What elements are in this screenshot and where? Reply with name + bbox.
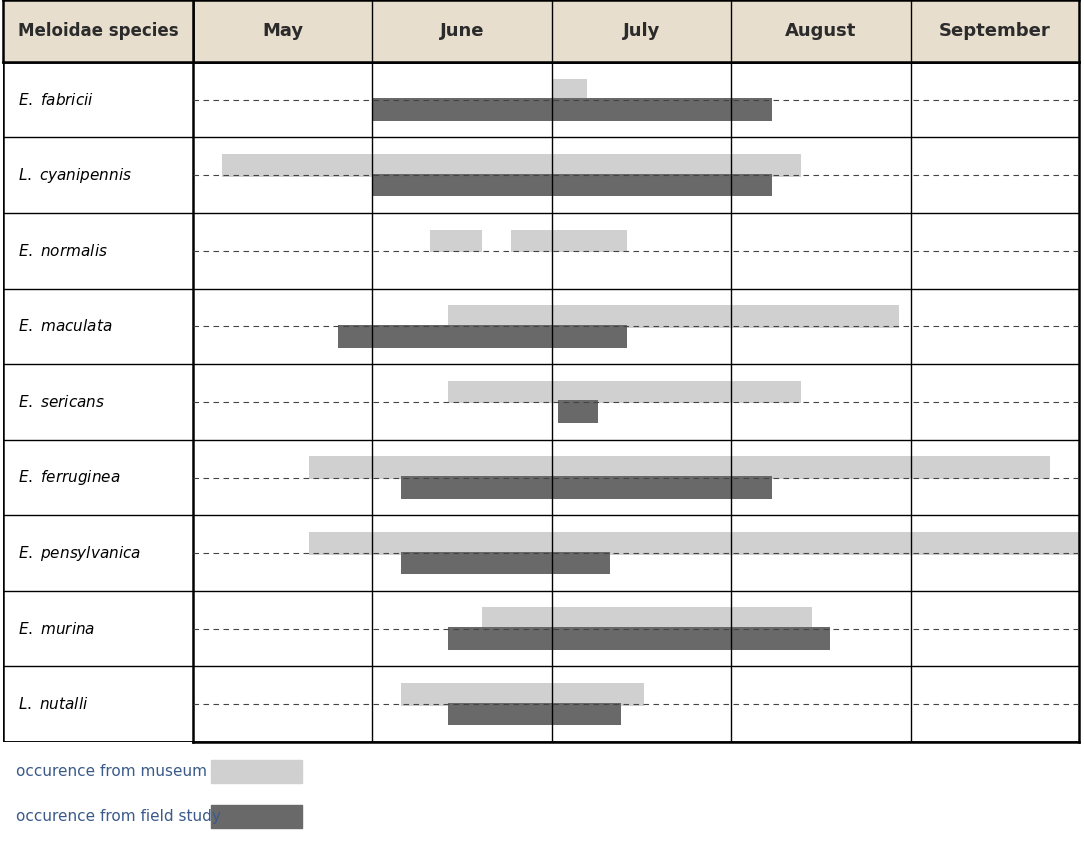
FancyBboxPatch shape: [211, 760, 302, 784]
Bar: [448, 305, 899, 328]
Bar: [557, 400, 598, 423]
Bar: [512, 230, 627, 253]
Bar: [482, 607, 812, 630]
Text: September: September: [939, 22, 1050, 40]
Text: $\it{E.}$ $\it{normalis}$: $\it{E.}$ $\it{normalis}$: [18, 243, 108, 259]
Text: $\it{E.}$ $\it{sericans}$: $\it{E.}$ $\it{sericans}$: [18, 394, 105, 410]
Text: $\it{E.}$ $\it{maculata}$: $\it{E.}$ $\it{maculata}$: [18, 318, 113, 334]
Bar: [222, 154, 801, 176]
Text: May: May: [262, 22, 304, 40]
Bar: [430, 230, 482, 253]
Bar: [448, 703, 621, 725]
Text: $\it{L.}$ $\it{nutalli}$: $\it{L.}$ $\it{nutalli}$: [18, 696, 89, 712]
Text: $\it{E.}$ $\it{fabricii}$: $\it{E.}$ $\it{fabricii}$: [18, 92, 94, 108]
Bar: [309, 532, 1079, 555]
Bar: [401, 476, 772, 499]
Bar: [373, 98, 772, 121]
Text: Meloidae species: Meloidae species: [18, 22, 179, 40]
Text: occurence from museum: occurence from museum: [16, 764, 207, 779]
Text: $\it{E.}$ $\it{murina}$: $\it{E.}$ $\it{murina}$: [18, 621, 95, 637]
Bar: [448, 381, 801, 404]
Text: $\it{E.}$ $\it{ferruginea}$: $\it{E.}$ $\it{ferruginea}$: [18, 468, 121, 487]
FancyBboxPatch shape: [211, 805, 302, 828]
Bar: [373, 174, 772, 197]
Text: June: June: [440, 22, 485, 40]
Bar: [401, 551, 609, 574]
Text: August: August: [785, 22, 856, 40]
Text: $\it{L.}$ $\it{cyanipennis}$: $\it{L.}$ $\it{cyanipennis}$: [18, 165, 132, 185]
Text: $\it{E.}$ $\it{pensylvanica}$: $\it{E.}$ $\it{pensylvanica}$: [18, 544, 142, 562]
Bar: [309, 456, 1049, 479]
Bar: [337, 325, 627, 348]
Text: July: July: [623, 22, 660, 40]
Bar: [448, 628, 829, 650]
Bar: [401, 683, 645, 706]
Bar: [552, 79, 586, 101]
Text: occurence from field study: occurence from field study: [16, 809, 221, 823]
